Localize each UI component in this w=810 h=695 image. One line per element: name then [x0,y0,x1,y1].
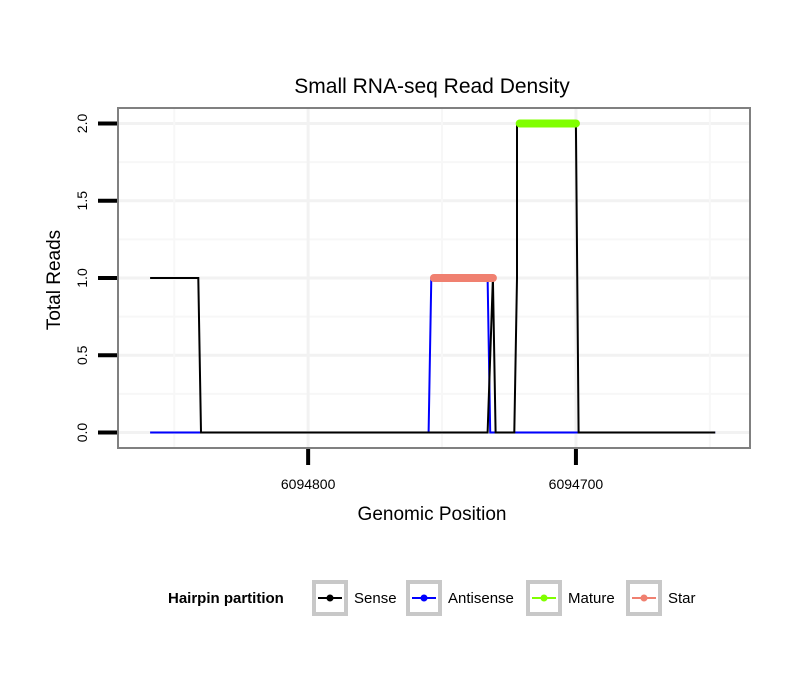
y-tick-label: 1.0 [74,268,90,288]
x-tick-label: 6094800 [281,476,336,492]
x-tick-label: 6094700 [549,476,604,492]
legend-point-mature [540,594,548,602]
y-tick-label: 0.0 [74,423,90,443]
series-layer [150,119,716,434]
plot-border [117,107,751,449]
y-axis-ticks: 0.0 0.5 1.0 1.5 2.0 [74,114,117,443]
legend-label-star: Star [668,590,696,607]
x-axis-label: Genomic Position [358,504,507,525]
legend-label-sense: Sense [354,590,397,607]
y-axis-label: Total Reads [44,230,65,330]
legend: Hairpin partition Sense Antisense Mature St… [168,580,696,616]
legend-label-antisense: Antisense [448,590,514,607]
y-tick-label: 2.0 [74,114,90,134]
legend-label-mature: Mature [568,590,615,607]
y-tick-label: 0.5 [74,345,90,365]
legend-point-sense [326,594,334,602]
chart-title: Small RNA-seq Read Density [294,75,570,98]
legend-point-star [640,594,648,602]
x-axis-ticks: 6094800 6094700 [281,449,604,492]
y-tick-label: 1.5 [74,191,90,211]
legend-point-antisense [420,594,428,602]
legend-title: Hairpin partition [168,590,284,607]
